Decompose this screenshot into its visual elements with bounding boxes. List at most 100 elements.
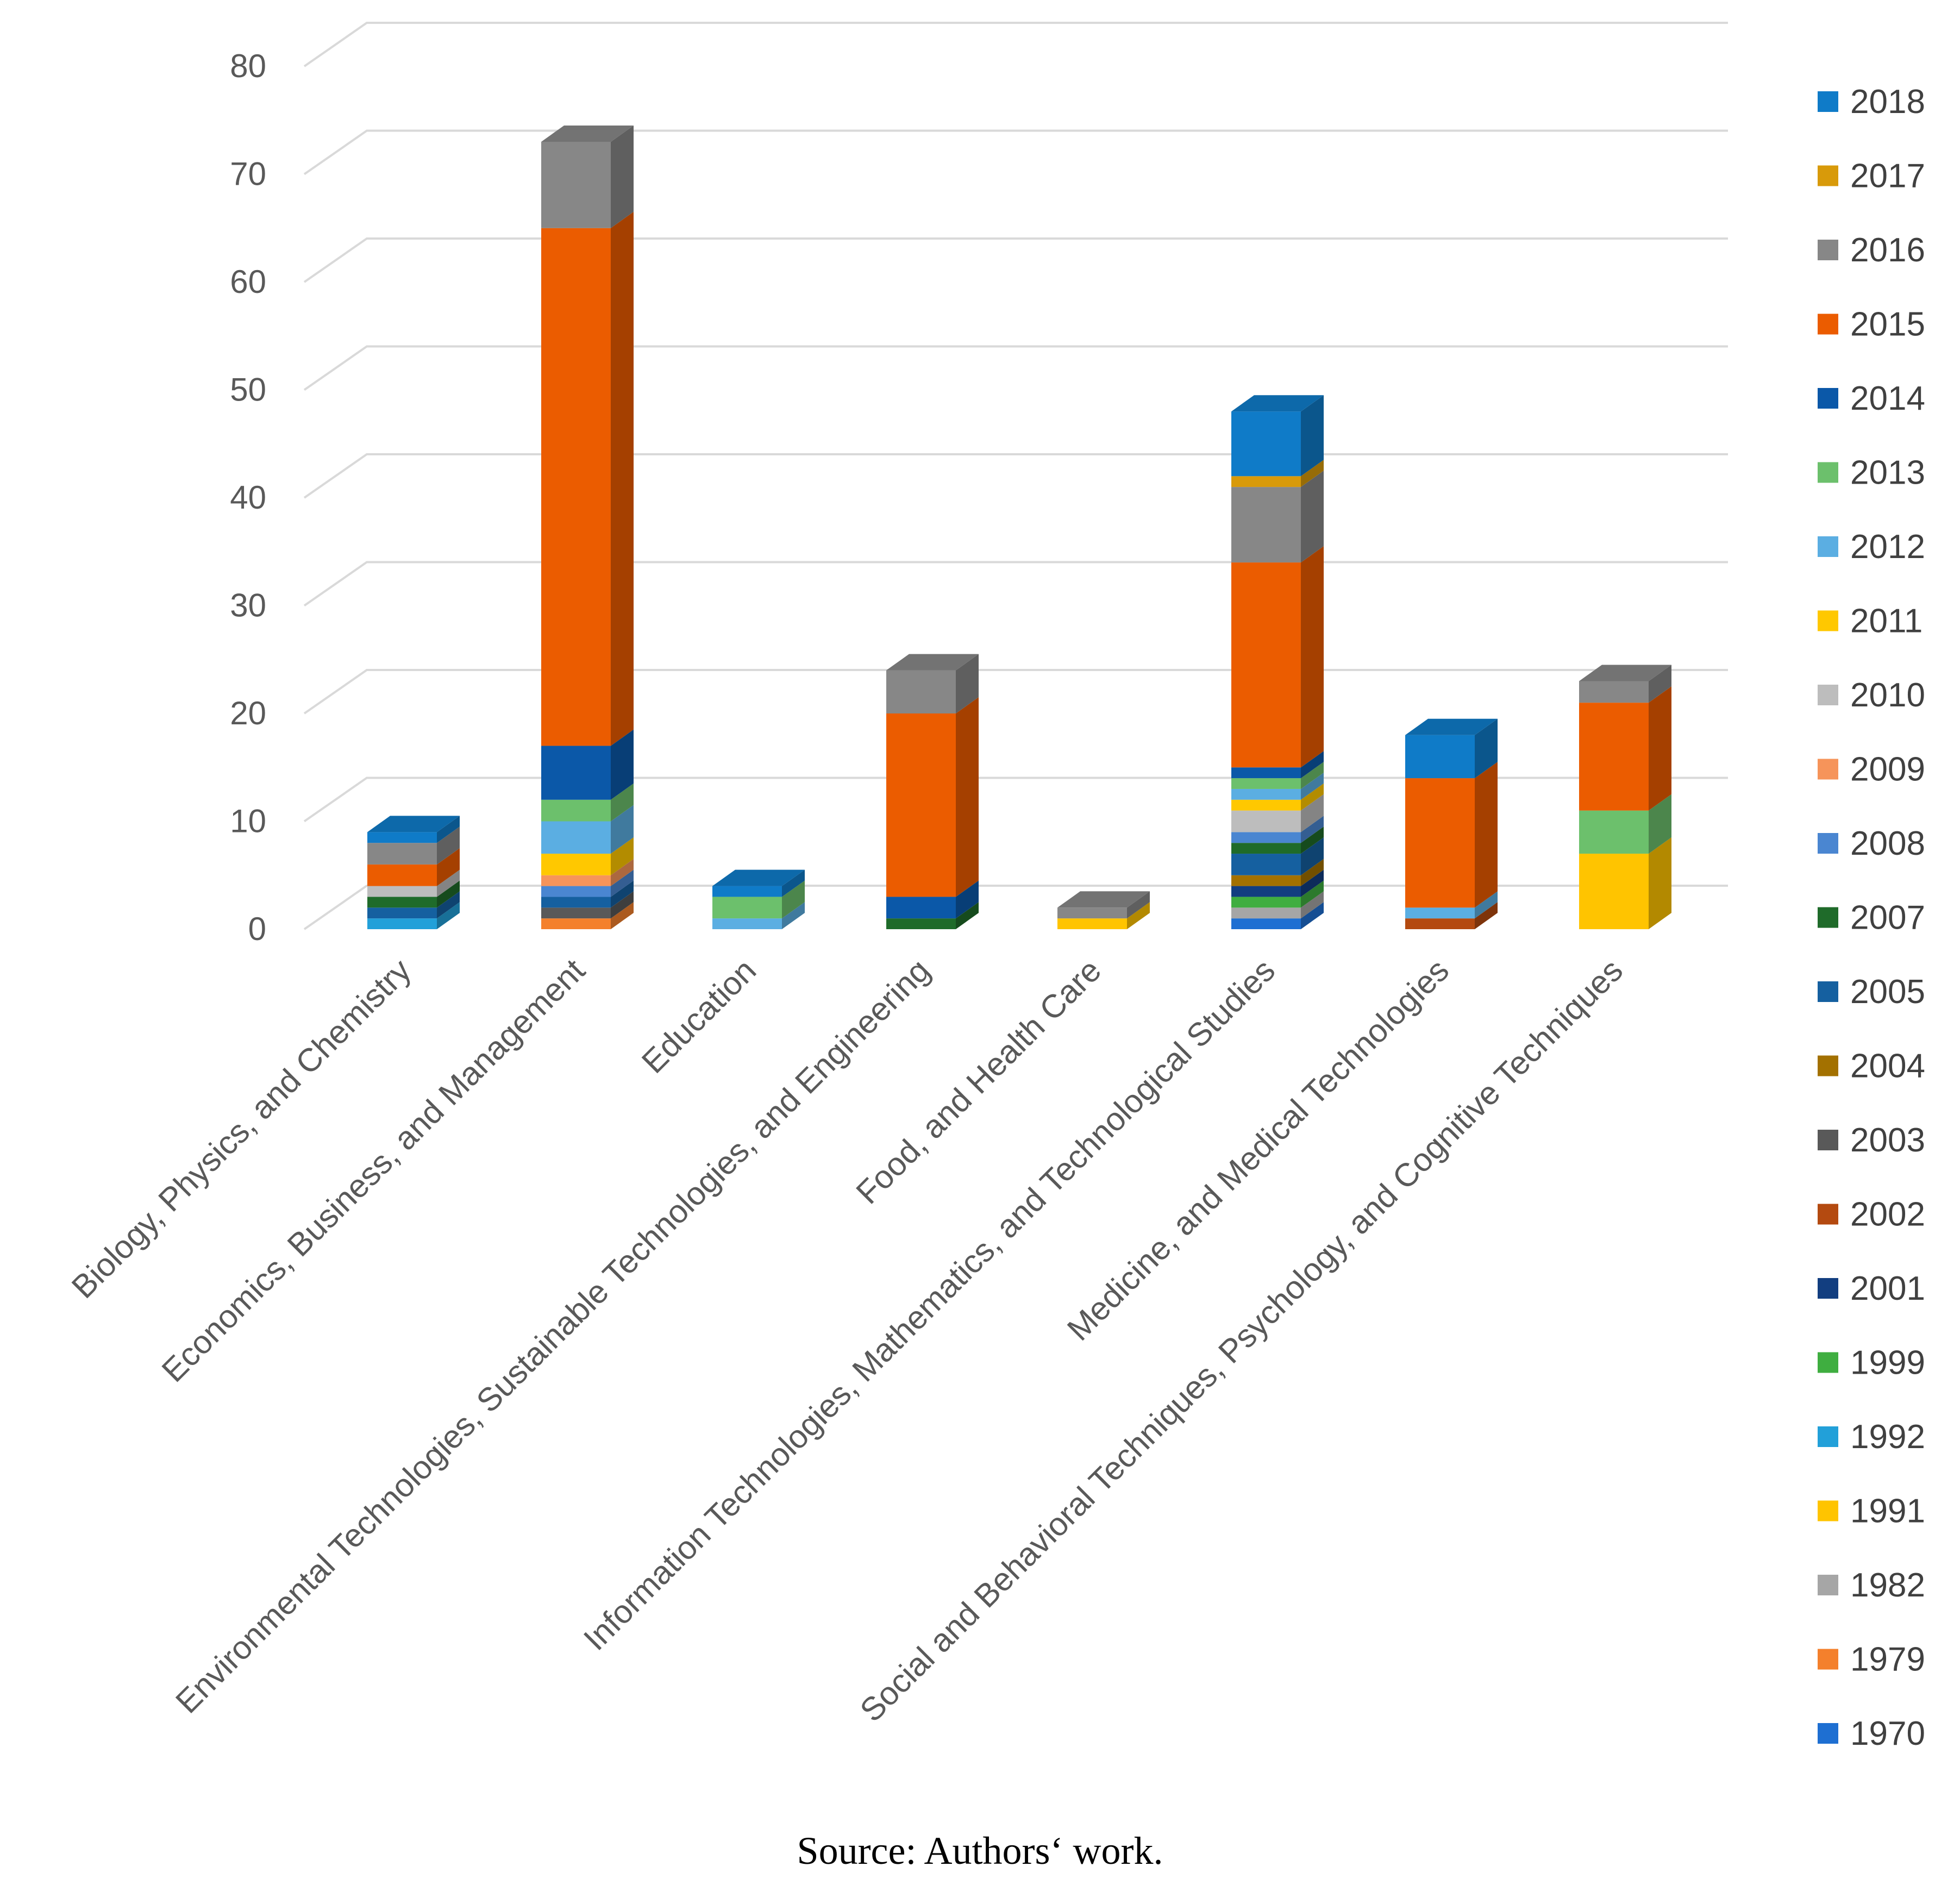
legend-swatch <box>1818 314 1838 335</box>
legend-swatch <box>1818 1204 1838 1225</box>
bar-segment-2005 <box>1231 837 1324 875</box>
legend-item-2014: 2014 <box>1818 380 1925 417</box>
y-tick-label: 30 <box>230 587 266 624</box>
bar-segment-2016 <box>1579 665 1671 703</box>
gridline-20 <box>303 669 1728 715</box>
legend-label: 2002 <box>1850 1196 1925 1233</box>
legend-item-1979: 1979 <box>1818 1641 1925 1679</box>
legend-swatch <box>1818 1723 1838 1744</box>
bar-segment-2013 <box>1231 762 1324 789</box>
legend-label: 2013 <box>1850 454 1925 492</box>
bar-segment-2011 <box>541 837 634 875</box>
y-tick-label: 60 <box>230 264 266 300</box>
bar-segment-2012 <box>541 805 634 854</box>
legend-label: 2011 <box>1850 603 1923 640</box>
x-category-label: Biology, Physics, and Chemistry <box>65 952 418 1305</box>
legend-swatch <box>1818 536 1838 557</box>
bar-segment-2018 <box>1405 718 1498 779</box>
gridline-80 <box>303 22 1728 67</box>
legend-label: 2005 <box>1850 973 1925 1011</box>
bar-segment-2005 <box>367 891 460 919</box>
legend-item-2011: 2011 <box>1818 603 1923 640</box>
legend-item-2017: 2017 <box>1818 158 1925 195</box>
bar-segment-2007 <box>1231 826 1324 854</box>
legend-label: 1970 <box>1850 1715 1925 1752</box>
bar-top-face <box>1405 718 1498 735</box>
bar-segment-2012 <box>1405 891 1498 919</box>
y-tick-label: 50 <box>230 372 266 408</box>
legend-label: 2007 <box>1850 899 1925 937</box>
legend-label: 1991 <box>1850 1493 1925 1530</box>
bar-segment-1991 <box>1057 902 1150 929</box>
y-tick-label: 10 <box>230 803 266 840</box>
grid-lines <box>303 22 1728 930</box>
bar-segment-2015 <box>1579 686 1671 811</box>
legend-swatch <box>1818 462 1838 483</box>
legend-label: 2009 <box>1850 751 1925 788</box>
legend-swatch <box>1818 1426 1838 1447</box>
y-tick-label: 40 <box>230 479 266 516</box>
bar-segment-2018 <box>367 816 460 843</box>
legend-swatch <box>1818 1649 1838 1670</box>
bar-segment-2016 <box>367 826 460 865</box>
legend-label: 2014 <box>1850 380 1925 417</box>
legend-label: 2008 <box>1850 825 1925 862</box>
bar-segment-1982 <box>1231 891 1324 919</box>
bar-segment-2014 <box>1231 751 1324 779</box>
legend-swatch <box>1818 1130 1838 1150</box>
bar-segment-2011 <box>1231 783 1324 811</box>
y-tick-label: 20 <box>230 695 266 731</box>
legend-swatch <box>1818 907 1838 928</box>
source-caption: Source: Authors‘ work. <box>797 1829 1163 1873</box>
bar-segment-1999 <box>1231 880 1324 908</box>
bar-segment-2008 <box>541 869 634 897</box>
legend-label: 2017 <box>1850 158 1925 195</box>
bar-segment-2007 <box>886 902 979 929</box>
legend-item-2004: 2004 <box>1818 1048 1925 1085</box>
bar-segment-1979 <box>541 902 634 929</box>
legend-item-1970: 1970 <box>1818 1715 1925 1752</box>
bar-segment-2013 <box>1579 794 1671 854</box>
legend-swatch <box>1818 833 1838 854</box>
gridline-60 <box>303 237 1728 283</box>
y-tick-label: 70 <box>230 156 266 192</box>
legend-label: 2016 <box>1850 231 1925 269</box>
x-axis-labels: Biology, Physics, and ChemistryEconomics… <box>65 952 1630 1729</box>
legend-label: 1999 <box>1850 1344 1925 1382</box>
legend-item-2002: 2002 <box>1818 1196 1925 1233</box>
bar-segment-2015 <box>1405 762 1498 908</box>
legend-label: 2010 <box>1850 677 1925 714</box>
bar-segment-2016 <box>886 654 979 713</box>
bar-segment-2009 <box>541 859 634 886</box>
gridline-30 <box>303 561 1728 607</box>
bar-segment-2012 <box>712 902 805 929</box>
legend-swatch <box>1818 1352 1838 1373</box>
bar-segment-2015 <box>541 211 634 746</box>
legend-label: 2003 <box>1850 1122 1925 1159</box>
bar-segment-2016 <box>541 125 634 228</box>
legend-item-2018: 2018 <box>1818 83 1925 121</box>
bar-segment-2016 <box>1057 891 1150 919</box>
bar-segment-2007 <box>367 880 460 908</box>
bar-segment-2015 <box>367 848 460 886</box>
gridline-0 <box>303 885 1728 930</box>
legend: 2018 2017 2016 2015 2014 2013 2012 2011 2010 2009… <box>1818 83 1925 1752</box>
bar-segment-1992 <box>367 902 460 929</box>
bar-segment-2013 <box>541 783 634 822</box>
y-axis: 0 10 20 30 40 50 60 70 80 <box>230 48 266 947</box>
legend-item-2016: 2016 <box>1818 231 1925 269</box>
legend-swatch <box>1818 610 1838 631</box>
legend-item-2015: 2015 <box>1818 306 1925 343</box>
legend-item-1982: 1982 <box>1818 1567 1925 1604</box>
legend-label: 2001 <box>1850 1270 1925 1307</box>
gridline-10 <box>303 776 1728 823</box>
legend-label: 1992 <box>1850 1418 1925 1456</box>
legend-item-2001: 2001 <box>1818 1270 1925 1307</box>
legend-item-2003: 2003 <box>1818 1122 1925 1159</box>
legend-label: 2004 <box>1850 1048 1925 1085</box>
y-tick-label: 80 <box>230 48 266 84</box>
bar-segment-1991 <box>1579 837 1671 929</box>
legend-swatch <box>1818 1055 1838 1076</box>
bar-top-face <box>1579 665 1671 681</box>
bar-segment-2010 <box>1231 794 1324 832</box>
